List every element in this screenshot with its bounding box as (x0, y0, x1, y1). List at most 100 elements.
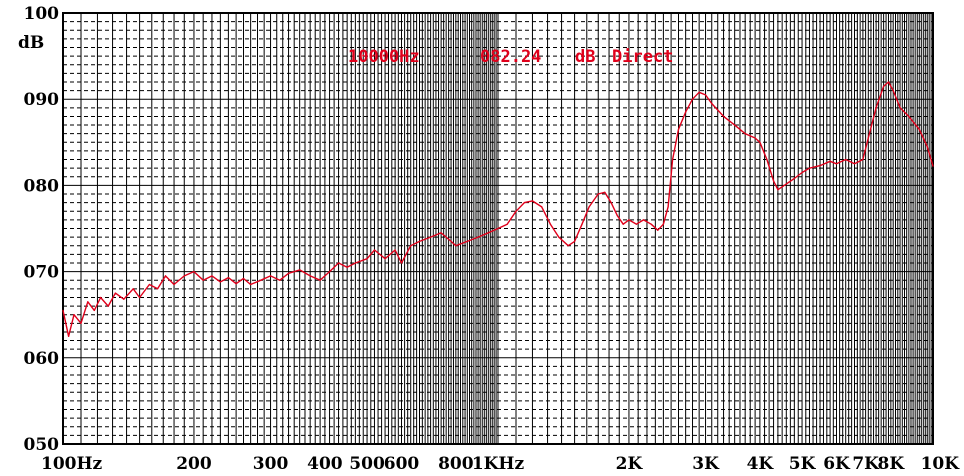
data-point (366, 258, 368, 260)
data-point (299, 269, 301, 271)
readout-frequency: 10000Hz (348, 47, 420, 67)
data-point (173, 283, 175, 286)
data-point (829, 160, 831, 162)
y-axis-tick-labels: 100 090 080 070 060 050 (24, 4, 60, 455)
data-point (883, 85, 885, 87)
data-point (400, 262, 403, 264)
data-point (581, 223, 583, 225)
data-point (558, 236, 560, 238)
data-point (574, 240, 576, 242)
data-point (887, 81, 890, 83)
data-point (346, 266, 348, 268)
x-tick-label: 5K (789, 454, 817, 474)
data-point (662, 223, 665, 225)
x-tick-label: 300 (253, 454, 289, 474)
data-point (193, 271, 195, 273)
series-layer (62, 81, 934, 337)
data-point (450, 240, 452, 242)
data-point (202, 279, 204, 281)
data-point (734, 124, 736, 126)
data-point (114, 292, 116, 294)
data-point (487, 232, 489, 234)
data-point (744, 133, 746, 135)
data-point (394, 249, 396, 251)
data-point (759, 141, 761, 143)
data-point (867, 137, 869, 139)
x-tick-label: 800 (438, 454, 474, 474)
data-point (123, 298, 125, 300)
x-tick-label: 3K (692, 454, 720, 474)
data-point (515, 210, 517, 212)
data-point (309, 275, 311, 277)
data-point (766, 158, 768, 161)
data-point (642, 219, 645, 221)
data-point (672, 158, 674, 161)
data-point (211, 275, 213, 277)
data-point (235, 283, 237, 285)
x-tick-label: 8K (878, 454, 906, 474)
data-point (384, 258, 386, 260)
data-point (183, 275, 185, 277)
data-point (610, 202, 612, 204)
data-point (616, 215, 618, 217)
x-tick-label: 500 (349, 454, 385, 474)
readout-level: 082.24 (480, 47, 541, 67)
data-point (711, 102, 713, 105)
data-point (657, 229, 659, 231)
data-point (354, 262, 356, 264)
data-point (604, 191, 606, 193)
y-tick-label: 070 (24, 263, 60, 283)
x-tick-label: 600 (384, 454, 420, 474)
data-point (835, 163, 838, 165)
y-tick-label: 060 (24, 349, 60, 369)
x-tick-label: 2K (616, 454, 644, 474)
data-point (219, 281, 221, 283)
data-point (329, 271, 331, 273)
data-point (260, 279, 262, 281)
data-point (549, 223, 552, 225)
data-point (932, 165, 934, 167)
data-point (918, 128, 920, 130)
data-point (430, 236, 432, 238)
data-point (677, 128, 680, 130)
data-point (622, 223, 624, 225)
data-point (541, 206, 543, 208)
x-tick-label: 200 (176, 454, 212, 474)
data-point (279, 279, 281, 281)
data-point (139, 296, 141, 299)
y-axis-unit-label: dB (18, 33, 44, 53)
plot-frame (62, 12, 934, 445)
data-point (926, 146, 928, 148)
data-point (73, 314, 75, 316)
data-point (628, 219, 630, 221)
minor-gridlines (63, 13, 933, 444)
data-point (853, 163, 856, 165)
data-point (62, 309, 64, 311)
data-point (100, 296, 102, 299)
data-point (531, 200, 534, 202)
data-point (523, 202, 526, 204)
data-point (793, 177, 795, 180)
data-point (908, 115, 910, 117)
data-point (466, 240, 468, 242)
data-point (875, 107, 877, 109)
data-point (132, 288, 134, 290)
data-point (242, 277, 245, 280)
data-point (723, 115, 725, 117)
data-point (338, 262, 340, 264)
y-tick-label: 100 (24, 4, 60, 24)
data-point (777, 189, 779, 191)
x-tick-label: 1KHz (472, 454, 525, 474)
data-point (269, 275, 272, 277)
data-point (862, 158, 864, 161)
data-point (164, 275, 167, 277)
x-tick-label: 10K (921, 454, 961, 474)
data-point (157, 288, 159, 290)
data-point (567, 245, 569, 247)
data-point (597, 193, 599, 195)
data-point (93, 309, 95, 311)
data-point (455, 245, 457, 247)
data-point (801, 171, 803, 174)
